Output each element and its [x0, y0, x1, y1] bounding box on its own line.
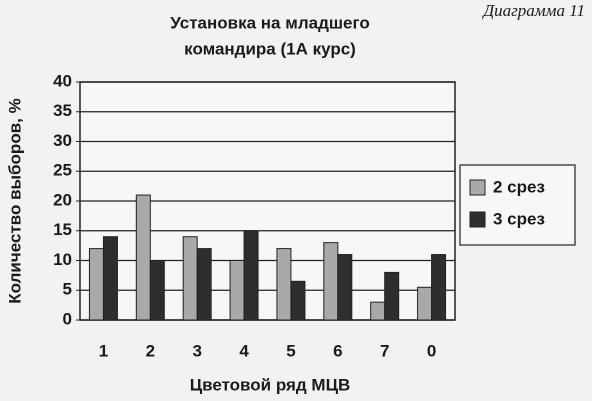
chart-title: командира (1А курс): [184, 39, 356, 58]
bar: [243, 230, 259, 321]
legend-label: 3 срез: [493, 209, 545, 228]
bar: [323, 242, 339, 321]
x-axis-label: Цветовой ряд МЦВ: [190, 375, 351, 394]
bar: [102, 236, 118, 321]
x-tick-label: 7: [380, 341, 389, 360]
x-tick-label: 1: [99, 341, 108, 360]
y-axis-label: Количество выборов, %: [5, 98, 24, 303]
bar: [276, 248, 292, 321]
bar: [370, 301, 386, 321]
y-tick-label: 10: [53, 250, 72, 269]
bar: [88, 248, 104, 321]
chart-title: Установка на младшего: [170, 13, 369, 32]
y-tick-label: 0: [63, 309, 72, 328]
bar: [149, 260, 165, 321]
bar: [431, 254, 447, 321]
y-tick-label: 25: [53, 161, 72, 180]
y-tick-label: 15: [53, 220, 72, 239]
bar: [384, 271, 400, 321]
legend-box: [459, 164, 576, 246]
x-tick-label: 6: [333, 341, 342, 360]
x-tick-label: 0: [427, 341, 436, 360]
x-tick-label: 2: [146, 341, 155, 360]
bar: [196, 248, 212, 321]
x-tick-label: 3: [192, 341, 201, 360]
y-tick-label: 35: [53, 101, 72, 120]
legend-swatch: [469, 179, 486, 196]
figure-label: Диаграмма 11: [481, 1, 585, 20]
bar: [135, 194, 151, 321]
bar: [417, 286, 433, 321]
y-tick-label: 40: [53, 71, 72, 90]
y-tick-label: 20: [53, 190, 72, 209]
x-tick-label: 4: [239, 341, 249, 360]
y-tick-label: 30: [53, 131, 72, 150]
legend-label: 2 срез: [493, 177, 545, 196]
y-tick-label: 5: [63, 280, 72, 299]
bar: [229, 260, 245, 321]
x-tick-label: 5: [286, 341, 295, 360]
bar: [337, 254, 353, 321]
bar: [290, 280, 306, 321]
legend-swatch: [469, 211, 486, 228]
bar: [182, 236, 198, 321]
